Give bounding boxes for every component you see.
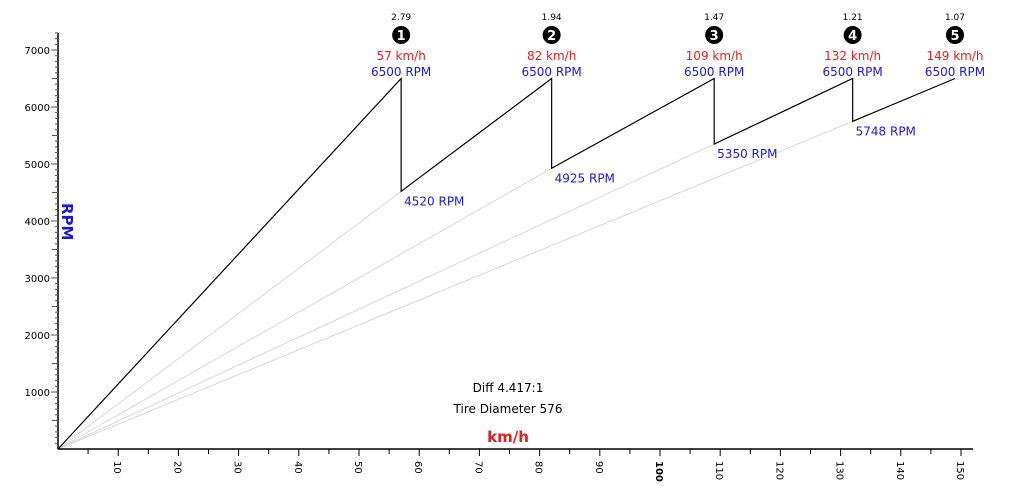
- ghost-line-gear-2: [57, 190, 402, 450]
- gear-ratio: 1.47: [704, 13, 724, 23]
- ghost-line-gear-3: [57, 167, 552, 450]
- tire-annotation: Tire Diameter 576: [453, 402, 563, 416]
- x-tick-label: 20: [171, 461, 182, 474]
- y-axis-label: RPM: [58, 203, 76, 240]
- gear-badge: [705, 26, 724, 44]
- ghost-line-gear-4: [57, 143, 715, 450]
- gear-number: 3: [710, 29, 719, 44]
- gear-ratio: 1.21: [843, 13, 863, 23]
- gear-number: 5: [950, 29, 959, 44]
- y-tick-label: 6000: [25, 103, 50, 114]
- shift-speed-label: 82 km/h: [527, 49, 576, 63]
- drop-rpm-label: 5350 RPM: [717, 147, 777, 161]
- shift-rpm-label: 6500 RPM: [371, 65, 431, 79]
- gear-number: 1: [397, 29, 406, 44]
- shift-rpm-label: 6500 RPM: [822, 65, 882, 79]
- x-tick-label: 40: [292, 461, 303, 474]
- x-tick-label: 100: [653, 461, 664, 482]
- y-tick-label: 5000: [25, 160, 50, 171]
- x-tick-label: 50: [352, 461, 363, 474]
- diff-annotation: Diff 4.417:1: [473, 381, 544, 395]
- x-tick-label: 140: [894, 461, 905, 480]
- y-tick-label: 2000: [25, 331, 50, 342]
- gear-badge: [542, 26, 561, 44]
- x-axis-label: km/h: [487, 428, 529, 446]
- gear-ratio: 2.79: [391, 13, 411, 23]
- shift-speed-label: 132 km/h: [824, 49, 881, 63]
- x-tick-label: 10: [111, 461, 122, 474]
- x-tick-label: 30: [232, 461, 243, 474]
- x-tick-label: 150: [954, 461, 965, 480]
- y-tick-label: 1000: [25, 388, 50, 399]
- gear-ratio: 1.94: [542, 13, 562, 23]
- x-tick-label: 80: [533, 461, 544, 474]
- rpm-line: [57, 76, 956, 450]
- gear-labels: 2.79 1 57 km/h 6500 RPM 1.94 2 82 km/h 6500 RPM…: [371, 13, 985, 208]
- gear-number: 2: [547, 29, 556, 44]
- shift-speed-label: 149 km/h: [926, 49, 983, 63]
- y-tick-label: 4000: [25, 217, 50, 228]
- drop-rpm-label: 4520 RPM: [404, 194, 464, 208]
- gear-badge: [843, 26, 862, 44]
- shift-rpm-label: 6500 RPM: [684, 65, 744, 79]
- gear-number: 4: [848, 29, 857, 44]
- shift-rpm-label: 6500 RPM: [925, 65, 985, 79]
- y-tick-label: 7000: [25, 46, 50, 57]
- x-tick-label: 120: [773, 461, 784, 480]
- ghost-lines: [57, 120, 853, 450]
- y-tick-label: 3000: [25, 274, 50, 285]
- gear-badge: [392, 26, 411, 44]
- drop-rpm-label: 4925 RPM: [555, 171, 615, 185]
- x-tick-label: 130: [834, 461, 845, 480]
- axes: 1000 2000 3000 4000 5000 6000 7000 10 20 30 40 50 60…: [25, 32, 974, 482]
- gear-ratio: 1.07: [945, 13, 965, 23]
- drop-rpm-label: 5748 RPM: [856, 124, 916, 138]
- shift-rpm-label: 6500 RPM: [521, 65, 581, 79]
- shift-speed-label: 109 km/h: [686, 49, 743, 63]
- x-tick-label: 60: [412, 461, 423, 474]
- x-tick-label: 90: [593, 461, 604, 474]
- ghost-line-gear-5: [57, 120, 853, 450]
- gear-badge: [945, 26, 964, 44]
- x-tick-label: 110: [713, 461, 724, 480]
- shift-speed-label: 57 km/h: [376, 49, 425, 63]
- gear-series: [57, 76, 956, 450]
- x-tick-label: 70: [472, 461, 483, 474]
